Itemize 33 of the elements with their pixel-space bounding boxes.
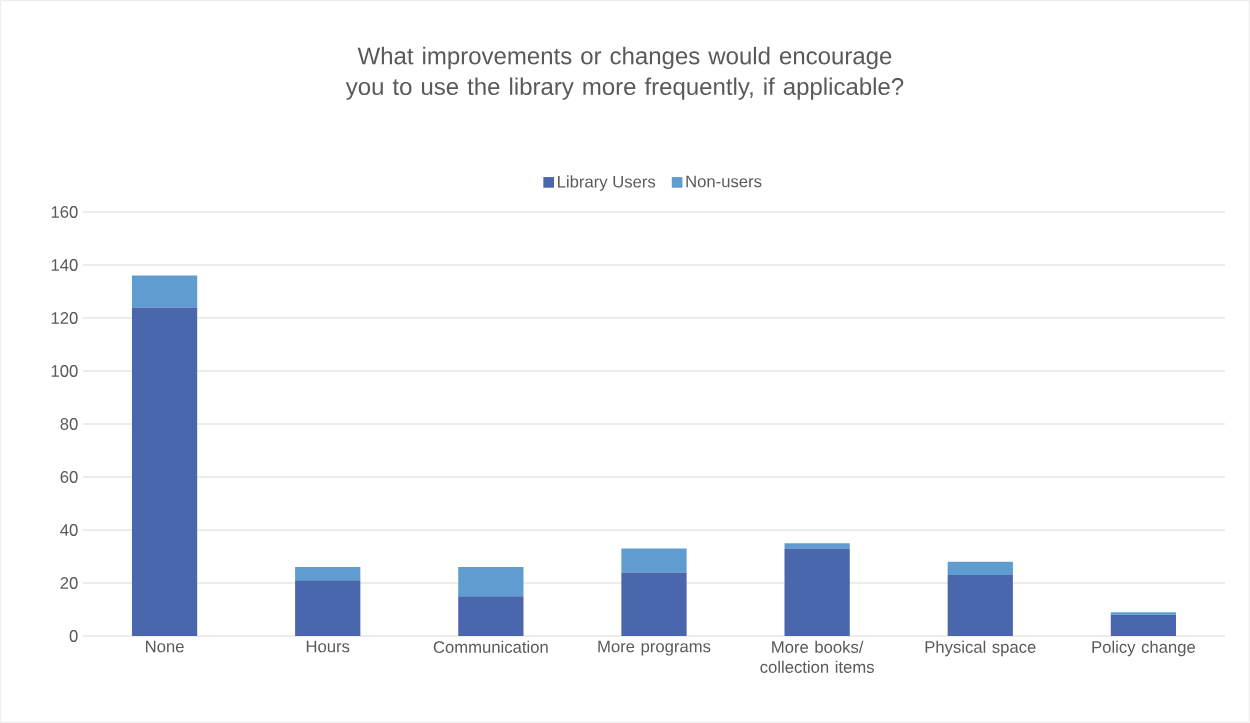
- y-tick-label: 140: [51, 259, 78, 271]
- y-tick-label: 120: [51, 312, 78, 324]
- bar: [621, 548, 687, 573]
- y-tick-label: 80: [60, 418, 78, 430]
- y-tick-label: 60: [60, 471, 78, 483]
- y-tick-label: 100: [51, 365, 78, 377]
- bar: [458, 596, 524, 636]
- x-tick-label: Hours: [306, 640, 350, 653]
- bar: [295, 580, 361, 636]
- bar: [1110, 614, 1177, 636]
- bar: [131, 307, 198, 636]
- bar: [295, 567, 361, 581]
- y-tick-label: 40: [60, 524, 78, 536]
- bar: [131, 275, 198, 308]
- legend-label: Non-users: [686, 175, 762, 188]
- legend-label: Library Users: [558, 175, 656, 191]
- bar: [621, 572, 687, 636]
- chart-title: What improvements or changes would encourage you to use the library more frequently, if applicable?: [345, 46, 904, 100]
- y-tick-label: 20: [60, 577, 78, 589]
- x-tick-label: Physical space: [925, 640, 1036, 657]
- x-tick-label: Communication: [433, 640, 548, 653]
- bar: [947, 561, 1013, 576]
- x-tick-label: Policy change: [1092, 640, 1196, 657]
- bar: [784, 543, 850, 549]
- bar: [458, 567, 524, 597]
- y-tick-label: 160: [51, 206, 78, 218]
- bar: [784, 548, 850, 636]
- bar: [1110, 612, 1177, 615]
- x-tick-label: None: [146, 640, 184, 653]
- y-tick-label: 0: [69, 630, 78, 642]
- x-tick-label: More programs: [598, 640, 711, 656]
- bar: [947, 575, 1013, 636]
- x-tick-label: More books/ collection items: [760, 640, 874, 673]
